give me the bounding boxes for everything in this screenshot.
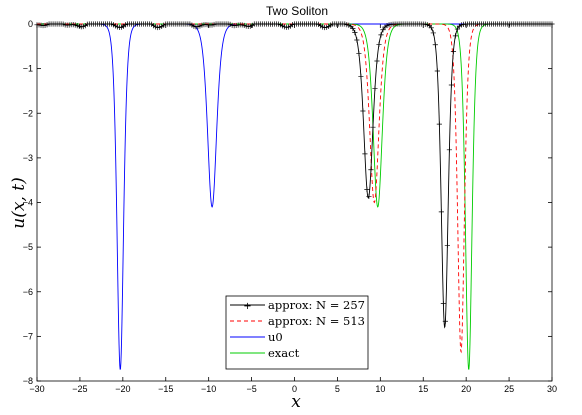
data-point-approx-257 [436,121,442,127]
data-point-approx-257 [454,26,461,32]
axis-ticks [36,23,553,382]
x-tick-label: −25 [72,384,87,394]
data-point-approx-257 [432,42,438,48]
data-point-approx-257 [356,50,362,57]
data-point-approx-257 [450,48,457,54]
series-approx-513 [37,23,552,354]
series-approx-257-markers [34,21,555,324]
data-point-approx-257 [434,68,440,74]
data-point-approx-257 [378,32,384,38]
y-axis-label: u(x, t) [9,177,29,228]
x-tick-label: −10 [201,384,216,394]
series-layer [34,21,555,370]
x-axis-label: x [291,392,301,412]
data-point-approx-257 [438,209,444,215]
data-point-approx-257 [430,30,436,36]
data-point-approx-257 [362,151,368,157]
data-point-approx-257 [448,82,455,88]
data-point-approx-257 [366,193,372,199]
x-tick-label: −20 [115,384,130,394]
data-point-approx-257 [376,41,382,47]
data-point-approx-257 [358,73,364,79]
data-point-approx-257 [446,147,453,153]
data-point-approx-257 [549,21,555,27]
chart-title: Two Soliton [266,4,328,18]
data-point-approx-257 [372,85,378,91]
x-tick-label: 10 [375,384,385,394]
legend-label-approx-513: approx: N = 513 [268,314,365,328]
x-tick-label: 20 [461,384,471,394]
data-point-approx-257 [364,186,370,192]
y-tick-label: −4 [23,198,33,208]
x-tick-label: 15 [418,384,428,394]
legend-label-u0: u0 [268,330,283,344]
data-point-approx-257 [352,29,358,36]
x-tick-label: 30 [547,384,557,394]
y-tick-label: −8 [23,376,33,386]
data-point-approx-257 [440,300,446,307]
y-tick-label: −2 [23,108,33,118]
data-point-approx-257 [350,25,356,32]
x-tick-label: 25 [504,384,514,394]
legend-box [225,295,369,370]
x-tick-label: −30 [29,384,44,394]
y-tick-label: −5 [23,242,33,252]
y-tick-labels: 0 −1 −2 −3 −4 −5 −6 −7 −8 [23,19,33,386]
data-point-approx-257 [380,27,386,33]
y-tick-label: −6 [23,287,33,297]
legend: + approx: N = 257 approx: N = 513 u0 exa… [225,295,369,370]
legend-label-approx-257: approx: N = 257 [268,298,365,312]
legend-label-exact: exact [268,346,300,360]
data-point-approx-257 [428,25,434,31]
data-point-approx-257 [442,318,448,324]
data-point-approx-257 [452,33,459,39]
data-point-approx-257 [368,167,374,173]
x-tick-label: 0 [292,384,297,394]
y-tick-label: −1 [23,64,33,74]
x-tick-labels: −30 −25 −20 −15 −10 −5 0 5 10 15 20 25 3… [29,384,557,394]
data-point-approx-257 [354,37,360,43]
data-point-approx-257 [370,124,376,130]
y-tick-label: 0 [28,19,33,29]
x-tick-label: −5 [246,384,256,394]
data-point-approx-257 [360,108,366,114]
y-tick-label: −7 [23,331,33,341]
x-tick-label: −15 [158,384,173,394]
y-tick-label: −3 [23,153,33,163]
data-point-approx-257 [444,242,450,249]
data-point-approx-257 [374,58,380,64]
legend-marker-approx-257: + [243,301,251,312]
x-tick-label: 5 [335,384,340,394]
